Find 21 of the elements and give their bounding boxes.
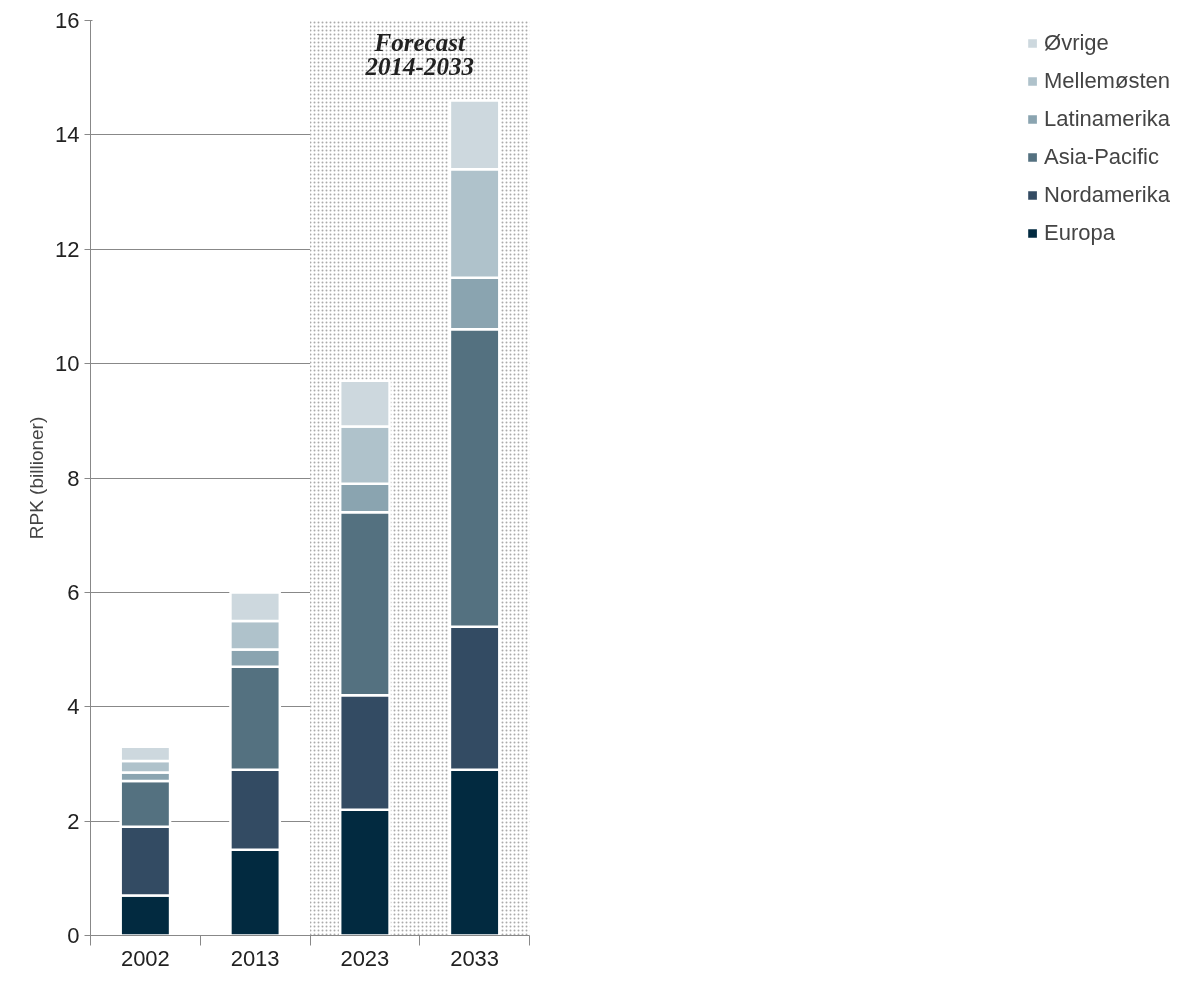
y-tick-label: 6 <box>67 579 80 605</box>
y-tick-label: 4 <box>67 694 80 720</box>
x-tick-label: 2033 <box>450 945 500 971</box>
y-tick-label: 8 <box>67 465 80 491</box>
y-tick-label: 10 <box>55 351 80 377</box>
legend-label: Mellemøsten <box>1044 68 1170 94</box>
y-axis-title: RPK (billioner) <box>26 416 48 540</box>
y-tick-label: 14 <box>55 122 80 148</box>
legend-label: Øvrige <box>1044 30 1109 56</box>
x-tick-label: 2013 <box>230 945 280 971</box>
legend-label: Nordamerika <box>1044 182 1170 208</box>
y-tick-label: 12 <box>55 236 80 262</box>
x-tick-label: 2002 <box>120 945 170 971</box>
legend-label: Europa <box>1044 220 1115 246</box>
x-tick-label: 2023 <box>340 945 390 971</box>
y-tick-label: 2 <box>67 808 80 834</box>
band-label: Forecast 2014-2033 <box>364 29 474 80</box>
legend-label: Latinamerika <box>1044 106 1170 132</box>
legend-label: Asia-Pacific <box>1044 144 1159 170</box>
y-tick-label: 0 <box>67 923 80 948</box>
y-tick-label: 16 <box>55 8 80 33</box>
